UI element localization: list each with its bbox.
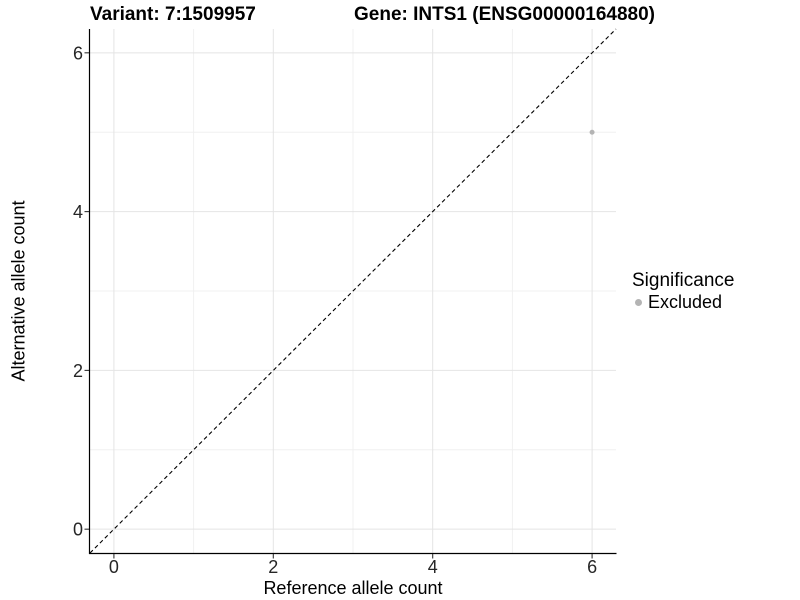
x-tick-label: 2 [268,557,278,577]
y-tick-label: 6 [73,43,83,63]
excluded-point-marker-icon [635,298,642,306]
axis-tick-labels: 0 2 4 6 0 2 4 6 [73,43,597,577]
y-tick-label: 2 [73,361,83,381]
y-axis-title: Alternative allele count [8,200,29,382]
y-tick-label: 0 [73,520,83,540]
minor-gridlines [90,29,616,553]
major-gridlines [90,29,616,553]
data-points [589,129,595,135]
x-axis-title: Reference allele count [263,578,443,598]
identity-dashed-line [89,28,617,554]
legend-entry-label: Excluded [648,291,723,312]
legend-entry-excluded: Excluded [630,292,734,312]
gene-title: Gene: INTS1 (ENSG00000164880) [354,4,655,25]
x-tick-label: 0 [109,557,119,577]
y-tick-label: 4 [73,202,83,222]
x-tick-label: 4 [428,557,438,577]
axis-tick-marks [84,52,593,559]
variant-title: Variant: 7:1509957 [90,4,256,25]
x-tick-label: 6 [587,557,597,577]
data-point [589,129,595,135]
legend: Significance Excluded [630,270,734,312]
axis-lines [88,29,617,555]
identity-line-group [89,28,617,554]
legend-title: Significance [632,270,735,291]
